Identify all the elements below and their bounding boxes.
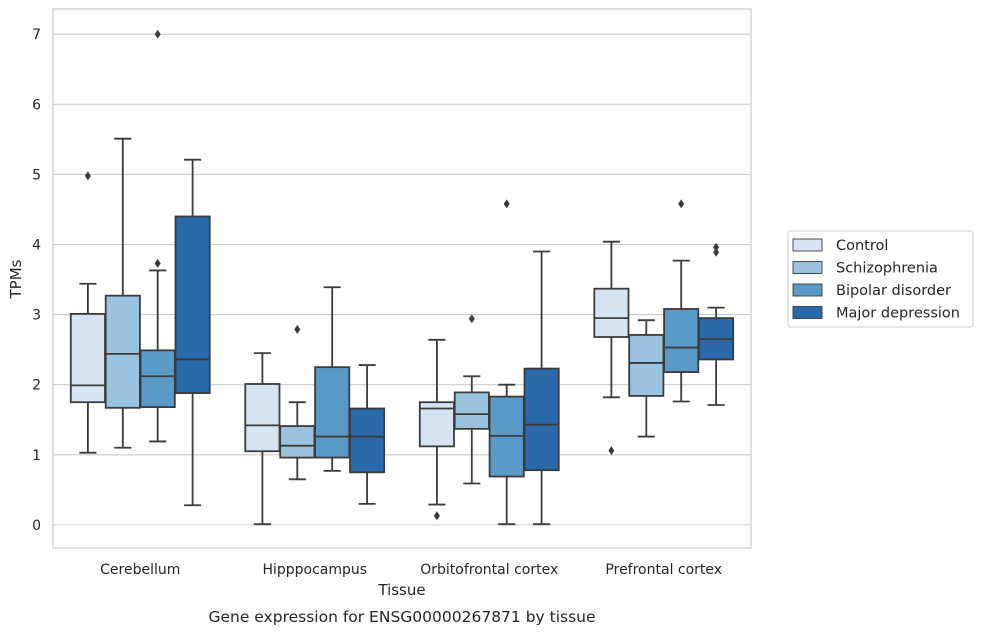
outlier-0 [678, 199, 685, 209]
y-tick-label-1: 1 [32, 448, 41, 464]
x-tick-label-1: Hipppocampus [262, 562, 367, 578]
box-body [628, 334, 665, 397]
outlier-0 [154, 258, 161, 268]
y-tick-label-2: 2 [32, 378, 41, 394]
box-plots [69, 29, 735, 526]
legend-label-3: Major depression [836, 306, 960, 322]
plot-frame [52, 8, 752, 549]
box-1-3 [349, 364, 386, 505]
box-body [244, 383, 281, 453]
legend: Control Schizophrenia Bipolar disorder Majo… [787, 230, 974, 328]
legend-items: Control Schizophrenia Bipolar disorder Majo… [792, 238, 960, 322]
box-3-3 [698, 242, 735, 406]
outlier-0 [608, 446, 615, 456]
legend-frame [787, 230, 974, 328]
box-body [314, 366, 351, 459]
box-body [593, 287, 630, 338]
box-body [69, 312, 106, 404]
outlier-0 [503, 199, 510, 209]
outlier-0 [433, 511, 440, 521]
box-body [663, 308, 700, 373]
y-axis-label: TPMs [7, 259, 25, 299]
y-tick-label-7: 7 [32, 27, 41, 43]
x-tick-label-3: Prefrontal cortex [605, 562, 722, 578]
box-2-0 [418, 338, 455, 521]
box-1-0 [244, 352, 281, 526]
box-2-1 [453, 314, 490, 485]
box-body [453, 391, 490, 430]
y-axis-ticks: 0 1 2 3 4 5 6 7 [32, 27, 41, 534]
legend-swatch-3 [792, 306, 823, 319]
outlier-0 [468, 314, 475, 324]
y-tick-label-3: 3 [32, 308, 41, 324]
box-body [349, 407, 386, 474]
chart-caption: Gene expression for ENSG00000267871 by t… [208, 608, 595, 626]
y-tick-label-0: 0 [32, 518, 41, 534]
y-tick-label-4: 4 [32, 238, 41, 254]
box-0-1 [104, 137, 141, 449]
box-3-0 [593, 240, 630, 456]
legend-label-1: Schizophrenia [836, 261, 938, 277]
box-body [418, 401, 455, 448]
legend-swatch-2 [792, 283, 823, 297]
y-tick-label-6: 6 [32, 97, 41, 113]
box-0-2 [139, 29, 176, 443]
box-2-2 [488, 199, 525, 526]
box-3-2 [663, 199, 700, 403]
outlier-0 [713, 247, 720, 257]
box-body [523, 367, 560, 472]
legend-swatch-0 [792, 238, 823, 252]
box-body [104, 294, 141, 409]
box-0-0 [69, 171, 106, 454]
outlier-0 [294, 324, 301, 334]
outlier-0 [84, 171, 91, 181]
x-axis-label: Tissue [377, 581, 425, 599]
box-0-3 [174, 158, 211, 507]
box-1-1 [279, 324, 316, 481]
legend-label-0: Control [836, 238, 888, 254]
box-body [139, 349, 176, 409]
box-body [279, 425, 316, 459]
box-1-2 [314, 286, 351, 472]
box-2-3 [523, 250, 560, 526]
x-tick-label-2: Orbitofrontal cortex [420, 562, 558, 578]
outlier-1 [154, 29, 161, 39]
box-body [174, 215, 211, 394]
y-tick-label-5: 5 [32, 167, 41, 183]
x-tick-label-0: Cerebellum [100, 562, 180, 578]
x-axis-ticks: Cerebellum Hipppocampus Orbitofrontal cort… [100, 562, 722, 578]
legend-label-2: Bipolar disorder [836, 283, 951, 299]
outlier-1 [713, 242, 720, 252]
legend-swatch-1 [792, 261, 823, 274]
